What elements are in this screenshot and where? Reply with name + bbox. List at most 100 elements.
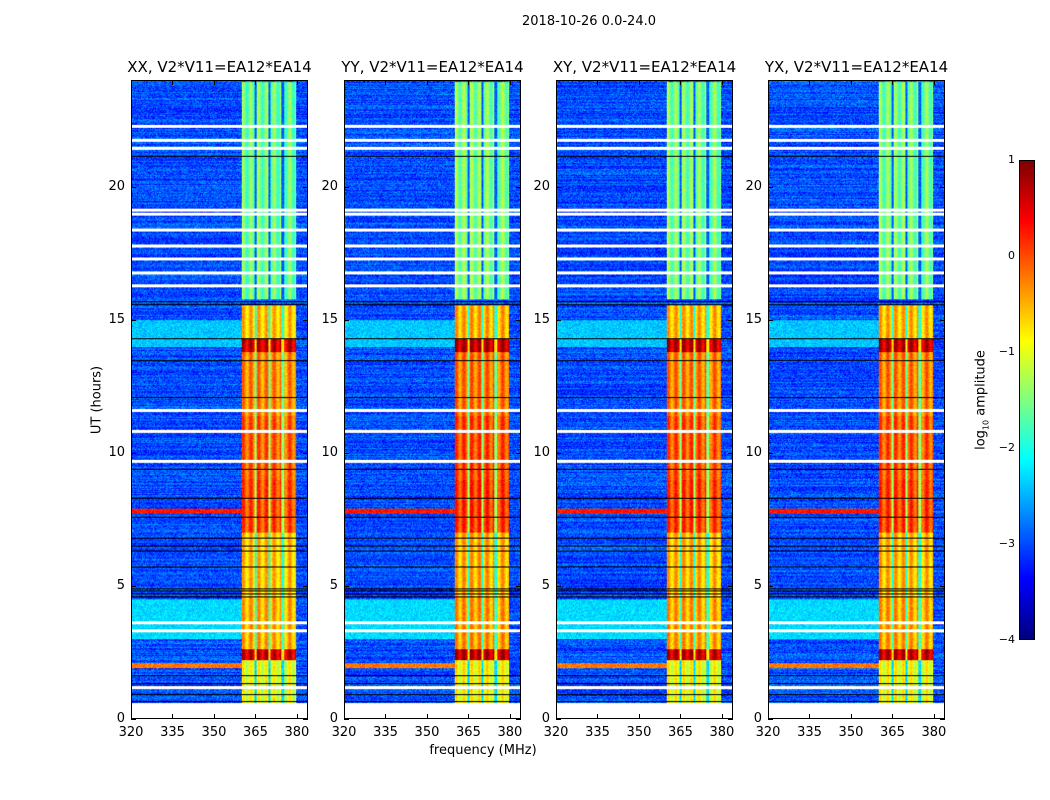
y-tick-label: 5: [329, 577, 338, 593]
y-tick-mark: [303, 186, 308, 188]
x-tick-mark: [638, 80, 640, 85]
y-tick-label: 10: [108, 444, 125, 460]
y-tick-label: 0: [541, 711, 550, 726]
x-tick-label: 335: [160, 725, 185, 740]
x-axis-label: frequency (MHz): [429, 743, 537, 758]
x-tick-mark: [385, 714, 387, 719]
y-tick-mark: [728, 585, 733, 587]
x-tick-mark: [213, 714, 215, 719]
x-tick-mark: [850, 80, 852, 85]
x-tick-mark: [213, 80, 215, 85]
x-tick-mark: [680, 80, 682, 85]
x-tick-label: 320: [755, 725, 781, 740]
heatmap-cells: [557, 81, 732, 718]
y-tick-mark: [303, 452, 308, 454]
x-tick-label: 335: [585, 725, 610, 740]
y-tick-label: 15: [745, 311, 762, 327]
y-tick-mark: [940, 585, 945, 587]
spectrogram-panel-xx: [131, 80, 308, 719]
x-tick-label: 380: [921, 725, 947, 740]
colorbar-tick-label: −4: [998, 633, 1015, 646]
y-tick-mark: [516, 186, 521, 188]
y-tick-mark: [556, 585, 561, 587]
x-tick-mark: [892, 714, 894, 719]
colorbar-label-sub: 10: [981, 419, 991, 431]
y-tick-mark: [768, 719, 773, 720]
x-tick-mark: [255, 714, 257, 719]
y-tick-mark: [303, 319, 308, 321]
y-tick-label: 10: [321, 444, 338, 460]
y-tick-mark: [728, 452, 733, 454]
spectrogram-panel-yx: [768, 80, 945, 719]
x-tick-mark: [468, 80, 470, 85]
x-tick-mark: [131, 714, 132, 719]
colorbar-label: log10 amplitude: [974, 350, 991, 450]
x-tick-label: 320: [543, 725, 569, 740]
x-tick-mark: [721, 714, 723, 719]
y-tick-mark: [131, 585, 136, 587]
y-tick-mark: [768, 585, 773, 587]
spectrogram-panel-yy: [344, 80, 521, 719]
x-tick-mark: [509, 714, 511, 719]
x-tick-label: 335: [797, 725, 822, 740]
colorbar: [1019, 160, 1035, 640]
x-tick-mark: [850, 714, 852, 719]
x-tick-label: 380: [284, 725, 310, 740]
x-tick-mark: [556, 714, 557, 719]
panel-title: YY, V2*V11=EA12*EA14: [341, 58, 524, 76]
colorbar-tick-label: 0: [1008, 249, 1015, 262]
x-tick-mark: [556, 80, 557, 85]
y-tick-label: 0: [116, 711, 125, 726]
y-tick-label: 20: [108, 178, 125, 194]
y-tick-mark: [516, 719, 521, 720]
colorbar-tick-label: −2: [998, 441, 1015, 454]
panel-title: XX, V2*V11=EA12*EA14: [127, 58, 312, 76]
y-tick-mark: [768, 452, 773, 454]
colorbar-label-rest: amplitude: [973, 350, 989, 420]
y-tick-mark: [344, 719, 349, 720]
y-tick-mark: [344, 452, 349, 454]
figure-title: 2018-10-26 0.0-24.0: [522, 14, 656, 29]
y-tick-mark: [516, 452, 521, 454]
x-tick-mark: [468, 714, 470, 719]
spectrogram-panel-xy: [556, 80, 733, 719]
x-tick-label: 365: [456, 725, 481, 740]
y-tick-mark: [556, 186, 561, 188]
y-tick-mark: [940, 452, 945, 454]
y-tick-mark: [344, 186, 349, 188]
x-tick-label: 320: [118, 725, 144, 740]
y-tick-mark: [556, 719, 561, 720]
x-tick-mark: [172, 714, 174, 719]
y-tick-label: 10: [533, 444, 550, 460]
y-tick-mark: [728, 186, 733, 188]
x-tick-label: 380: [497, 725, 523, 740]
x-tick-label: 365: [668, 725, 693, 740]
x-tick-mark: [680, 714, 682, 719]
x-tick-mark: [344, 714, 345, 719]
y-tick-label: 10: [745, 444, 762, 460]
panel-title: XY, V2*V11=EA12*EA14: [552, 58, 737, 76]
y-tick-label: 0: [329, 711, 338, 726]
x-tick-label: 380: [709, 725, 735, 740]
heatmap-cells: [345, 81, 520, 718]
y-tick-mark: [768, 186, 773, 188]
y-tick-mark: [516, 585, 521, 587]
x-tick-label: 350: [626, 725, 652, 740]
x-tick-mark: [172, 80, 174, 85]
x-tick-mark: [638, 714, 640, 719]
y-tick-mark: [516, 319, 521, 321]
colorbar-tick-label: 1: [1008, 153, 1015, 166]
x-tick-mark: [809, 80, 811, 85]
y-tick-mark: [303, 719, 308, 720]
y-tick-mark: [728, 319, 733, 321]
x-tick-mark: [131, 80, 132, 85]
y-tick-label: 15: [108, 311, 125, 327]
x-tick-mark: [296, 714, 298, 719]
x-tick-mark: [933, 80, 935, 85]
y-tick-mark: [131, 319, 136, 321]
y-tick-label: 0: [753, 711, 762, 726]
x-tick-label: 365: [243, 725, 268, 740]
x-tick-label: 365: [880, 725, 905, 740]
y-axis-label: UT (hours): [89, 365, 105, 435]
x-tick-mark: [597, 714, 599, 719]
